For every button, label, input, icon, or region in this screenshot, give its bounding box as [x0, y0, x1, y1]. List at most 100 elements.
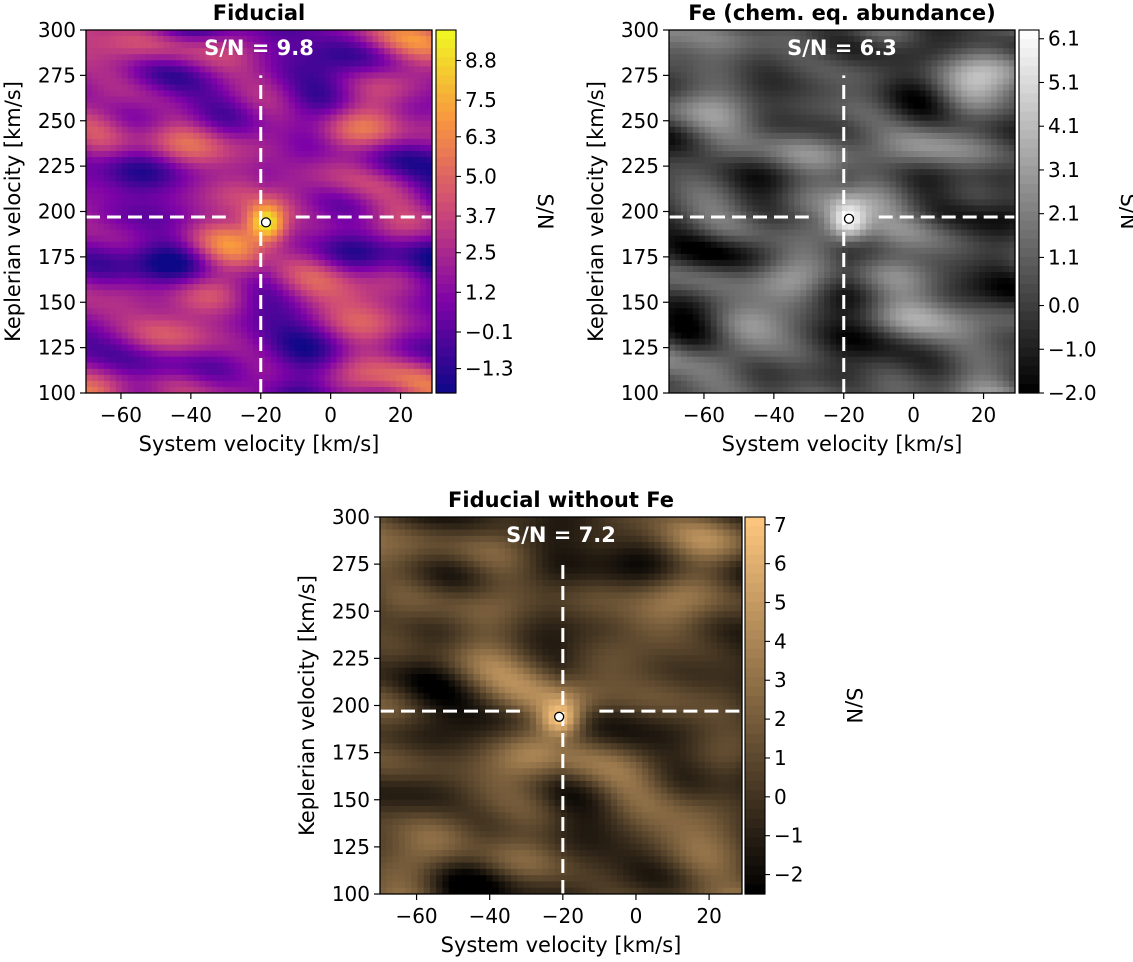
heatmap-cell [348, 223, 356, 231]
heatmap-cell [794, 241, 801, 249]
heatmap-cell [312, 302, 320, 309]
heatmap-cell [704, 132, 712, 140]
heatmap-cell [716, 187, 724, 194]
heatmap-cell [276, 332, 284, 340]
heatmap-cell [181, 223, 189, 231]
heatmap-cell [348, 151, 356, 158]
colorbar-tick-label: 5.0 [465, 164, 497, 188]
heatmap-cell [366, 368, 373, 376]
heatmap-cell [121, 278, 129, 285]
heatmap-cell [264, 181, 272, 188]
heatmap-cell [734, 120, 742, 128]
heatmap-cell [193, 138, 200, 146]
heatmap-cell [294, 78, 302, 86]
heatmap-cell [211, 223, 218, 231]
heatmap-cell [247, 72, 254, 79]
heatmap-cell [669, 187, 676, 194]
heatmap-cell [330, 138, 338, 146]
heatmap-cell [86, 296, 93, 303]
heatmap-cell [169, 235, 177, 243]
heatmap-cell [253, 278, 260, 285]
heatmap-cell [133, 272, 141, 279]
heatmap-cell [722, 265, 730, 273]
heatmap-cell [372, 356, 379, 364]
heatmap-cell [175, 368, 183, 376]
heatmap-cell [420, 108, 427, 116]
heatmap-cell [181, 265, 189, 273]
heatmap-cell [776, 84, 783, 92]
heatmap-cell [151, 296, 159, 303]
heatmap-cell [175, 66, 183, 73]
heatmap-cell [788, 60, 795, 67]
heatmap-cell [211, 144, 218, 152]
heatmap-cell [223, 241, 230, 249]
heatmap-cell [247, 272, 254, 279]
heatmap-cell [396, 102, 403, 110]
heatmap-cell [115, 42, 123, 49]
heatmap-cell [354, 181, 362, 188]
heatmap-cell [300, 223, 308, 231]
heatmap-cell [86, 157, 93, 164]
heatmap-cell [336, 78, 344, 86]
heatmap-cell [396, 199, 403, 207]
heatmap-cell [86, 338, 93, 346]
heatmap-cell [294, 290, 302, 297]
heatmap-cell [145, 259, 153, 267]
heatmap-cell [163, 78, 171, 86]
heatmap-cell [336, 72, 344, 79]
heatmap-cell [420, 380, 427, 388]
heatmap-cell [788, 66, 795, 73]
heatmap-cell [169, 374, 177, 382]
heatmap-cell [782, 235, 789, 243]
heatmap-cell [414, 272, 421, 279]
heatmap-cell [396, 241, 403, 249]
heatmap-cell [669, 157, 676, 164]
heatmap-cell [782, 120, 789, 128]
colorbar-segment [436, 166, 456, 176]
heatmap-cell [300, 175, 308, 182]
heatmap-cell [259, 380, 266, 388]
heatmap-cell [336, 157, 344, 164]
heatmap-cell [716, 169, 724, 176]
heatmap-cell [342, 42, 350, 49]
heatmap-cell [253, 126, 260, 134]
heatmap-cell [704, 350, 712, 358]
heatmap-cell [235, 350, 242, 358]
heatmap-cell [235, 138, 242, 146]
heatmap-cell [342, 314, 350, 321]
heatmap-cell [223, 338, 230, 346]
heatmap-cell [223, 48, 230, 55]
heatmap-cell [145, 36, 153, 43]
heatmap-cell [330, 36, 338, 43]
heatmap-cell [366, 386, 373, 393]
heatmap-cell [276, 72, 284, 79]
heatmap-cell [770, 253, 777, 261]
heatmap-cell [680, 78, 688, 86]
heatmap-cell [205, 157, 212, 164]
heatmap-cell [788, 386, 795, 393]
heatmap-cell [193, 362, 200, 370]
heatmap-cell [229, 368, 236, 376]
heatmap-cell [354, 90, 362, 98]
heatmap-cell [336, 229, 344, 237]
heatmap-cell [109, 211, 117, 219]
heatmap-cell [318, 151, 326, 158]
heatmap-cell [115, 284, 123, 291]
heatmap-cell [704, 187, 712, 194]
heatmap-cell [127, 96, 135, 104]
heatmap-cell [217, 296, 224, 303]
heatmap-cell [758, 272, 766, 279]
heatmap-cell [223, 229, 230, 237]
heatmap-cell [342, 60, 350, 67]
heatmap-cell [686, 338, 694, 346]
heatmap-cell [414, 72, 421, 79]
heatmap-cell [199, 241, 206, 249]
heatmap-cell [674, 229, 682, 237]
heatmap-cell [782, 326, 789, 334]
heatmap-cell [408, 138, 415, 146]
heatmap-cell [669, 211, 676, 219]
heatmap-cell [294, 48, 302, 55]
heatmap-cell [716, 241, 724, 249]
heatmap-cell [722, 151, 730, 158]
colorbar-segment [436, 102, 456, 113]
